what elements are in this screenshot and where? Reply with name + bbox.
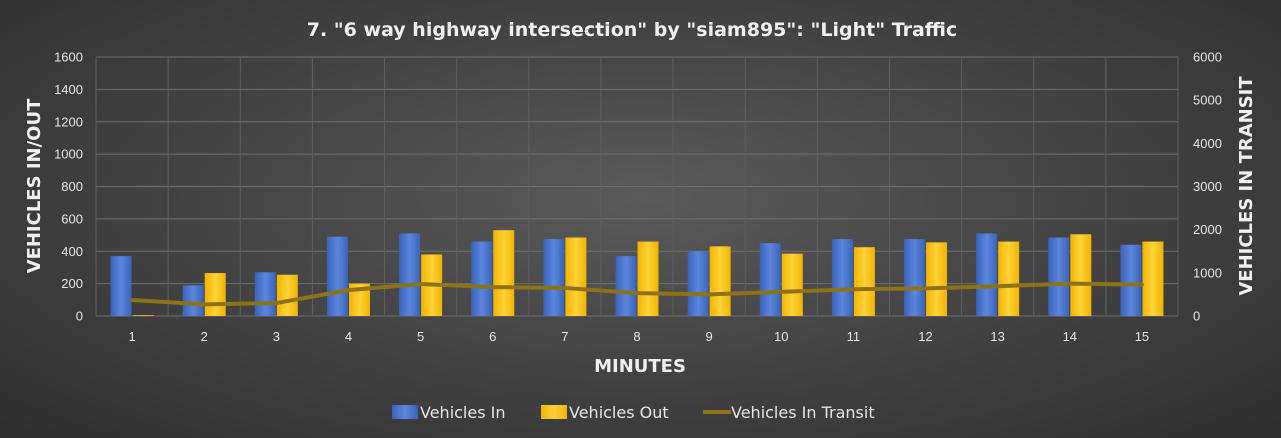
transit-line xyxy=(130,281,1144,307)
y2-tick-label: 2000 xyxy=(1193,222,1222,237)
x-tick-label: 14 xyxy=(1063,329,1077,344)
ticks: 0200400600800100012001400160001000200030… xyxy=(54,50,1222,345)
y-tick-label: 0 xyxy=(76,309,83,324)
bar-vehicles-out xyxy=(637,241,659,316)
y-tick-label: 200 xyxy=(61,276,83,291)
y-tick-label: 1400 xyxy=(54,82,83,97)
x-tick-label: 7 xyxy=(561,329,568,344)
y2-tick-label: 6000 xyxy=(1193,50,1222,65)
bar-vehicles-out xyxy=(276,274,298,316)
y-tick-label: 600 xyxy=(61,211,83,226)
legend-label: Vehicles In Transit xyxy=(731,403,875,422)
bar-vehicles-out xyxy=(1142,241,1164,316)
grid xyxy=(95,56,1179,317)
bar-vehicles-out xyxy=(204,273,226,316)
bar-vehicles-out xyxy=(1070,234,1092,316)
bar-vehicles-in xyxy=(326,236,348,316)
x-tick-label: 8 xyxy=(633,329,640,344)
y2-tick-label: 3000 xyxy=(1193,179,1222,194)
bar-vehicles-in xyxy=(110,256,132,316)
bar-vehicles-in xyxy=(471,241,493,316)
bar-vehicles-out xyxy=(565,237,587,316)
x-tick-label: 15 xyxy=(1135,329,1149,344)
x-tick-label: 10 xyxy=(774,329,788,344)
bars xyxy=(110,230,1164,316)
bar-vehicles-in xyxy=(399,233,421,316)
x-tick-label: 11 xyxy=(847,329,861,344)
bar-vehicles-out xyxy=(853,247,875,316)
bar-vehicles-in xyxy=(543,239,565,316)
y2-tick-label: 4000 xyxy=(1193,136,1222,151)
bar-vehicles-out xyxy=(493,230,515,316)
x-tick-label: 13 xyxy=(990,329,1004,344)
bar-vehicles-out xyxy=(781,253,803,316)
y2-tick-label: 5000 xyxy=(1193,93,1222,108)
bar-vehicles-out xyxy=(348,283,370,316)
legend-swatch xyxy=(392,405,418,419)
bar-vehicles-out xyxy=(709,246,731,316)
bar-vehicles-in xyxy=(904,239,926,316)
bar-vehicles-in xyxy=(182,285,204,316)
x-tick-label: 12 xyxy=(918,329,932,344)
bar-vehicles-in xyxy=(759,243,781,316)
y-tick-label: 1000 xyxy=(54,147,83,162)
bar-vehicles-out xyxy=(132,315,154,316)
x-tick-label: 3 xyxy=(273,329,280,344)
bar-vehicles-in xyxy=(831,239,853,316)
bar-vehicles-in xyxy=(976,233,998,316)
legend: Vehicles In Vehicles Out Vehicles In Trans… xyxy=(392,403,875,422)
legend-swatch xyxy=(541,405,567,419)
y2-tick-label: 1000 xyxy=(1193,265,1222,280)
x-tick-label: 6 xyxy=(489,329,496,344)
y-axis-title: VEHICLES IN/OUT xyxy=(24,98,45,273)
bar-vehicles-in xyxy=(687,251,709,316)
x-tick-label: 2 xyxy=(201,329,208,344)
bar-vehicles-in xyxy=(1048,237,1070,316)
x-tick-label: 1 xyxy=(128,329,135,344)
bar-vehicles-in xyxy=(254,272,276,316)
x-tick-label: 9 xyxy=(706,329,713,344)
y-tick-label: 800 xyxy=(61,179,83,194)
x-axis-title: MINUTES xyxy=(594,356,686,377)
chart-title: 7. "6 way highway intersection" by "siam… xyxy=(307,19,958,41)
legend-label: Vehicles Out xyxy=(569,403,669,422)
bar-vehicles-in xyxy=(1120,244,1142,316)
bar-vehicles-out xyxy=(926,242,948,316)
y-tick-label: 1600 xyxy=(54,50,83,65)
y2-axis-title: VEHICLES IN TRANSIT xyxy=(1236,76,1257,296)
bar-vehicles-in xyxy=(615,256,637,316)
x-tick-label: 4 xyxy=(345,329,352,344)
y-tick-label: 1200 xyxy=(54,114,83,129)
legend-label: Vehicles In xyxy=(420,403,506,422)
x-tick-label: 5 xyxy=(417,329,424,344)
y2-tick-label: 0 xyxy=(1193,309,1200,324)
y-tick-label: 400 xyxy=(61,244,83,259)
line-vehicles-in-transit xyxy=(130,281,1144,307)
bar-vehicles-out xyxy=(998,241,1020,316)
